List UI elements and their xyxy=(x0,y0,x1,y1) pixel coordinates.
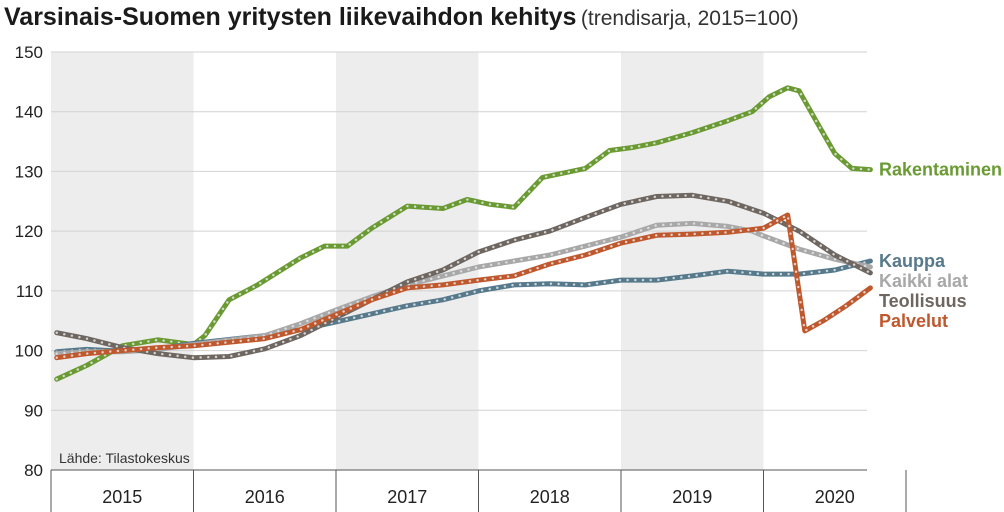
year-band-2015 xyxy=(51,52,194,470)
y-axis: 80 90 100 110 120 130 140 150 xyxy=(15,43,43,480)
x-axis: 2015 2016 2017 2018 2019 2020 xyxy=(50,469,907,512)
series-label-teollisuus: Teollisuus xyxy=(879,291,967,311)
y-tick-label-110: 110 xyxy=(16,282,43,301)
year-band-2017 xyxy=(336,52,479,470)
y-tick-label-120: 120 xyxy=(15,222,43,241)
source-note: Lähde: Tilastokeskus xyxy=(59,450,190,466)
x-tick-label-2017: 2017 xyxy=(387,487,427,507)
x-tick-label-2015: 2015 xyxy=(102,487,142,507)
y-tick-label-100: 100 xyxy=(15,342,43,361)
x-tick-label-2018: 2018 xyxy=(530,487,570,507)
y-tick-label-130: 130 xyxy=(15,162,43,181)
chart-subtitle: (trendisarja, 2015=100) xyxy=(580,7,799,30)
chart-title-main: Varsinais-Suomen yritysten liikevaihdon … xyxy=(4,3,577,31)
series-label-palvelut: Palvelut xyxy=(879,311,948,331)
x-tick-label-2020: 2020 xyxy=(815,487,855,507)
y-tick-label-80: 80 xyxy=(24,461,43,480)
series-line-rakentaminen xyxy=(54,85,873,382)
gridlines xyxy=(51,51,867,411)
y-tick-label-90: 90 xyxy=(24,401,43,420)
chart-title: Varsinais-Suomen yritysten liikevaihdon … xyxy=(4,2,799,36)
year-shading xyxy=(51,52,764,470)
year-band-2019 xyxy=(621,52,764,470)
series-label-rakentaminen: Rakentaminen xyxy=(879,160,1002,180)
y-tick-label-140: 140 xyxy=(15,103,43,122)
y-tick-label-150: 150 xyxy=(15,43,43,62)
series-line-palvelut xyxy=(54,212,873,361)
series-lines xyxy=(54,85,873,382)
x-tick-label-2016: 2016 xyxy=(245,487,285,507)
x-tick-label-2019: 2019 xyxy=(672,487,712,507)
series-label-kauppa: Kauppa xyxy=(879,251,946,271)
series-label-kaikki-alat: Kaikki alat xyxy=(879,271,968,291)
series-dots-kauppa xyxy=(55,259,872,353)
series-line-teollisuus xyxy=(54,192,873,361)
